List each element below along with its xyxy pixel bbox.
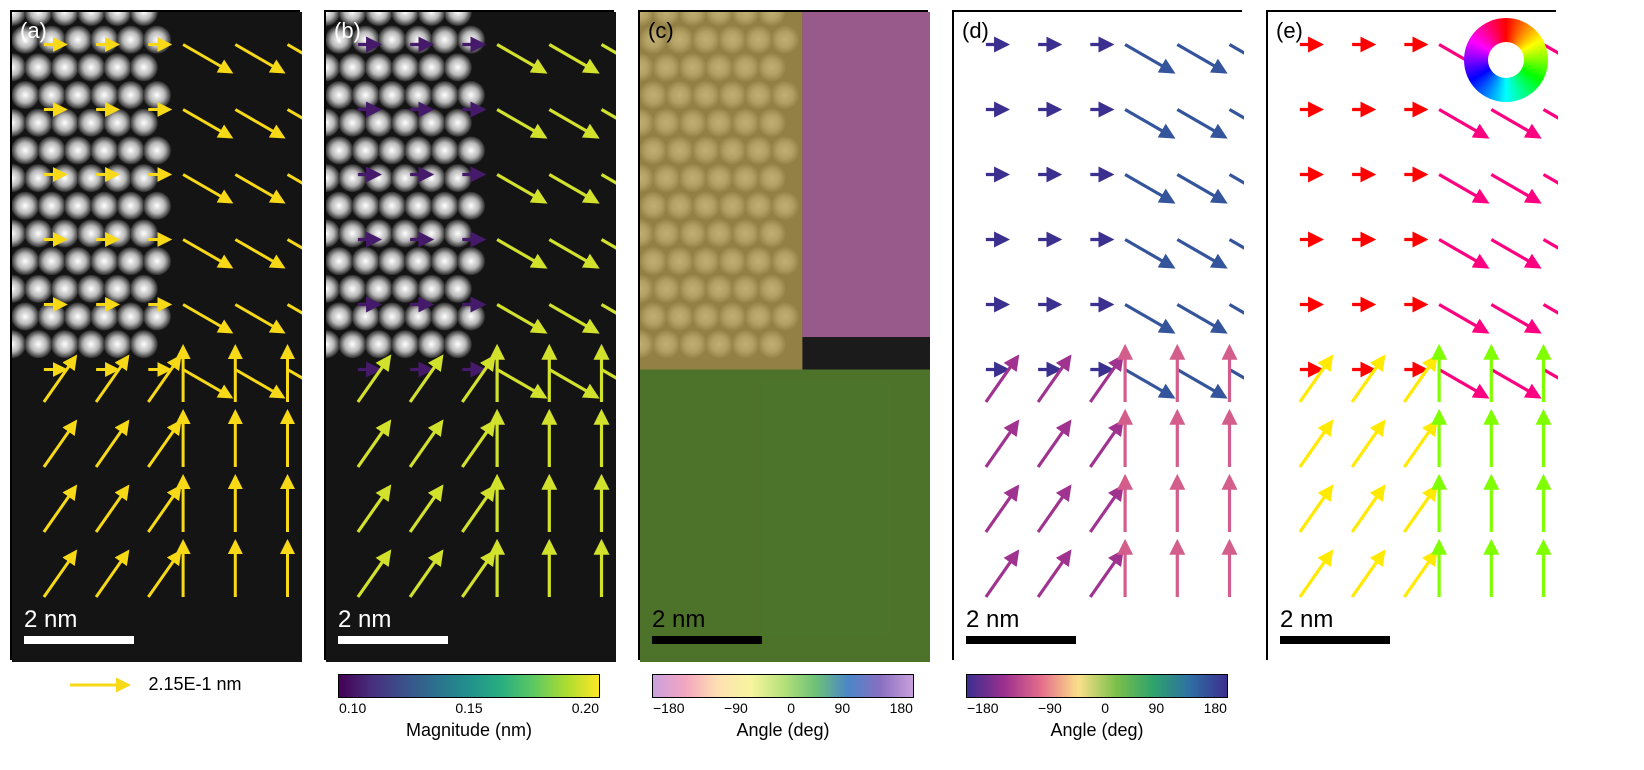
scalebar-line <box>338 636 448 644</box>
scalebar-line <box>1280 636 1390 644</box>
colorbar-d-title: Angle (deg) <box>1050 720 1143 741</box>
panel-e-wrap: (e)2 nm <box>1266 10 1556 660</box>
scalebar-label: 2 nm <box>338 606 448 634</box>
panel-c-wrap: (c)2 nm −180 −90 0 90 180 Angle (deg) <box>638 10 928 741</box>
colorbar-d-tick: −180 <box>967 700 999 716</box>
scalebar-line <box>966 636 1076 644</box>
panel-c: (c)2 nm <box>638 10 928 660</box>
colorbar-c: −180 −90 0 90 180 Angle (deg) <box>638 674 928 741</box>
colorbar-d-tick: 0 <box>1101 700 1109 716</box>
colorbar-b-ticks: 0.10 0.15 0.20 <box>339 700 599 716</box>
figure-row: (a)2 nm 2.15E-1 nm (b)2 nm 0.10 0.15 0.20 Magn… <box>10 10 1644 741</box>
panel-a-scalebar: 2 nm <box>24 606 134 644</box>
panel-b-wrap: (b)2 nm 0.10 0.15 0.20 Magnitude (nm) <box>324 10 614 741</box>
colorbar-b: 0.10 0.15 0.20 Magnitude (nm) <box>324 674 614 741</box>
colorbar-c-tick: 180 <box>890 700 913 716</box>
panel-d-scalebar: 2 nm <box>966 606 1076 644</box>
colorbar-b-bar <box>338 674 600 698</box>
colorwheel-icon <box>1464 18 1548 102</box>
scalebar-label: 2 nm <box>966 606 1076 634</box>
panel-a: (a)2 nm <box>10 10 300 660</box>
scalebar-label: 2 nm <box>24 606 134 634</box>
legend-arrow: 2.15E-1 nm <box>68 674 241 695</box>
panel-e-scalebar: 2 nm <box>1280 606 1390 644</box>
colorbar-c-ticks: −180 −90 0 90 180 <box>653 700 913 716</box>
panel-b: (b)2 nm <box>324 10 614 660</box>
colorbar-c-title: Angle (deg) <box>736 720 829 741</box>
panel-b-scalebar: 2 nm <box>338 606 448 644</box>
colorbar-c-bar <box>652 674 914 698</box>
panel-d: (d)2 nm <box>952 10 1242 660</box>
colorbar-d-tick: 180 <box>1204 700 1227 716</box>
colorbar-c-tick: −180 <box>653 700 685 716</box>
scalebar-line <box>24 636 134 644</box>
panel-a-wrap: (a)2 nm 2.15E-1 nm <box>10 10 300 695</box>
colorbar-d-bar <box>966 674 1228 698</box>
colorbar-b-tick: 0.10 <box>339 700 366 716</box>
colorbar-d-tick: 90 <box>1149 700 1165 716</box>
panel-d-wrap: (d)2 nm −180 −90 0 90 180 Angle (deg) <box>952 10 1242 741</box>
colorbar-c-tick: 90 <box>835 700 851 716</box>
colorbar-b-tick: 0.15 <box>455 700 482 716</box>
scalebar-line <box>652 636 762 644</box>
legend-arrow-label: 2.15E-1 nm <box>148 674 241 695</box>
panel-c-scalebar: 2 nm <box>652 606 762 644</box>
colorbar-c-tick: −90 <box>724 700 748 716</box>
colorbar-d-ticks: −180 −90 0 90 180 <box>967 700 1227 716</box>
scalebar-label: 2 nm <box>652 606 762 634</box>
colorbar-d: −180 −90 0 90 180 Angle (deg) <box>952 674 1242 741</box>
colorbar-b-title: Magnitude (nm) <box>406 720 532 741</box>
scalebar-label: 2 nm <box>1280 606 1390 634</box>
panel-e: (e)2 nm <box>1266 10 1556 660</box>
colorbar-b-tick: 0.20 <box>572 700 599 716</box>
colorbar-d-tick: −90 <box>1038 700 1062 716</box>
colorbar-c-tick: 0 <box>787 700 795 716</box>
